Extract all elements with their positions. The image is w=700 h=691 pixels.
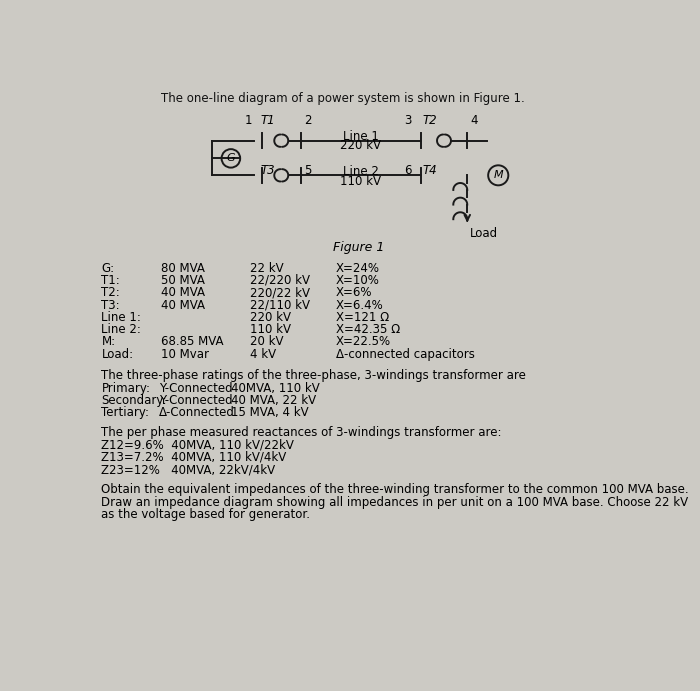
Text: 40MVA, 110 kV: 40MVA, 110 kV	[231, 381, 320, 395]
Text: 1: 1	[245, 114, 253, 126]
Text: X=42.35 Ω: X=42.35 Ω	[335, 323, 400, 336]
Text: 6: 6	[404, 164, 412, 177]
Text: Draw an impedance diagram showing all impedances in per unit on a 100 MVA base. : Draw an impedance diagram showing all im…	[102, 495, 689, 509]
Text: The one-line diagram of a power system is shown in Figure 1.: The one-line diagram of a power system i…	[161, 92, 525, 105]
Text: X=121 Ω: X=121 Ω	[335, 311, 389, 324]
Text: 50 MVA: 50 MVA	[161, 274, 205, 287]
Text: 68.85 MVA: 68.85 MVA	[161, 335, 223, 348]
Text: X=22.5%: X=22.5%	[335, 335, 391, 348]
Text: Load:: Load:	[102, 348, 134, 361]
Text: Δ-connected capacitors: Δ-connected capacitors	[335, 348, 475, 361]
Text: Line 1:: Line 1:	[102, 311, 141, 324]
Text: Load: Load	[470, 227, 498, 240]
Text: Y-Connected: Y-Connected	[159, 381, 232, 395]
Text: 3: 3	[404, 114, 412, 126]
Text: 5: 5	[304, 164, 311, 177]
Text: 40 MVA: 40 MVA	[161, 299, 205, 312]
Text: 22/220 kV: 22/220 kV	[251, 274, 310, 287]
Text: T1:: T1:	[102, 274, 120, 287]
Text: The three-phase ratings of the three-phase, 3-windings transformer are: The three-phase ratings of the three-pha…	[102, 370, 526, 382]
Text: 220 kV: 220 kV	[251, 311, 291, 324]
Text: 220/22 kV: 220/22 kV	[251, 286, 310, 299]
Text: Line 2: Line 2	[343, 165, 379, 178]
Text: T2: T2	[422, 114, 437, 126]
Text: 10 Mvar: 10 Mvar	[161, 348, 209, 361]
Text: Tertiary:: Tertiary:	[102, 406, 150, 419]
Text: T3: T3	[260, 164, 275, 177]
Text: 22 kV: 22 kV	[251, 262, 284, 274]
Text: 20 kV: 20 kV	[251, 335, 284, 348]
Text: as the voltage based for generator.: as the voltage based for generator.	[102, 508, 311, 521]
Text: T2:: T2:	[102, 286, 120, 299]
Text: T1: T1	[260, 114, 275, 126]
Text: 4 kV: 4 kV	[251, 348, 276, 361]
Text: 110 kV: 110 kV	[340, 175, 382, 187]
Text: G:: G:	[102, 262, 115, 274]
Text: 80 MVA: 80 MVA	[161, 262, 205, 274]
Text: 4: 4	[470, 114, 478, 126]
Text: Z23=12%   40MVA, 22kV/4kV: Z23=12% 40MVA, 22kV/4kV	[102, 463, 276, 476]
Text: T3:: T3:	[102, 299, 120, 312]
Text: X=6%: X=6%	[335, 286, 372, 299]
Text: Z13=7.2%  40MVA, 110 kV/4kV: Z13=7.2% 40MVA, 110 kV/4kV	[102, 451, 287, 464]
Text: T4: T4	[422, 164, 437, 177]
Text: Y-Connected: Y-Connected	[159, 394, 232, 407]
Text: X=10%: X=10%	[335, 274, 379, 287]
Text: 110 kV: 110 kV	[251, 323, 291, 336]
Text: Line 1: Line 1	[343, 130, 379, 143]
Text: 220 kV: 220 kV	[340, 139, 382, 152]
Text: Figure 1: Figure 1	[333, 240, 384, 254]
Text: 22/110 kV: 22/110 kV	[251, 299, 310, 312]
Text: 2: 2	[304, 114, 312, 126]
Text: M:: M:	[102, 335, 116, 348]
Text: Δ-Connected: Δ-Connected	[159, 406, 234, 419]
Text: Primary:: Primary:	[102, 381, 150, 395]
Text: Secondary:: Secondary:	[102, 394, 167, 407]
Text: M: M	[494, 170, 503, 180]
Text: 40 MVA: 40 MVA	[161, 286, 205, 299]
Text: Line 2:: Line 2:	[102, 323, 141, 336]
Text: X=6.4%: X=6.4%	[335, 299, 384, 312]
Text: X=24%: X=24%	[335, 262, 379, 274]
Text: The per phase measured reactances of 3-windings transformer are:: The per phase measured reactances of 3-w…	[102, 426, 502, 439]
Text: 40 MVA, 22 kV: 40 MVA, 22 kV	[231, 394, 316, 407]
Text: G: G	[227, 153, 235, 163]
Text: 15 MVA, 4 kV: 15 MVA, 4 kV	[231, 406, 309, 419]
Text: Obtain the equivalent impedances of the three-winding transformer to the common : Obtain the equivalent impedances of the …	[102, 483, 689, 496]
Text: Z12=9.6%  40MVA, 110 kV/22kV: Z12=9.6% 40MVA, 110 kV/22kV	[102, 439, 294, 452]
